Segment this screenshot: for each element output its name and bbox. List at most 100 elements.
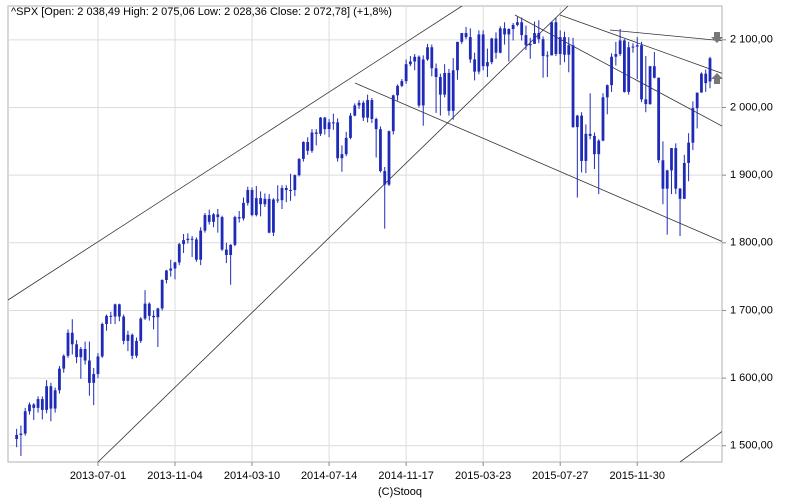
candle-body (409, 61, 412, 65)
candle-body (644, 99, 648, 105)
candle-body (336, 122, 340, 159)
candle-body (657, 77, 661, 161)
candle-body (503, 28, 506, 35)
candle-body (533, 33, 536, 44)
candle-body (49, 386, 53, 409)
y-tick-label: 2 000,00 (730, 101, 773, 113)
candle-body (366, 100, 369, 118)
candle-body (674, 148, 678, 189)
candle-body (704, 73, 708, 84)
candle-body (575, 115, 579, 128)
candle-body (105, 315, 108, 324)
candle-body (88, 360, 91, 383)
candle-body (259, 198, 262, 205)
candle-body (349, 115, 352, 138)
candle-body (511, 24, 515, 30)
candle-body (224, 249, 228, 255)
candle-body (464, 33, 468, 38)
candle-body (314, 132, 318, 134)
candle-body (558, 37, 562, 55)
candle-body (610, 56, 613, 86)
candle-body (165, 270, 168, 281)
candle-body (36, 399, 40, 408)
candle-body (147, 303, 151, 316)
candle-body (135, 340, 138, 356)
candle-body (631, 46, 635, 48)
candle-body (216, 214, 220, 218)
chart-title: ^SPX [Open: 2 038,49 High: 2 075,06 Low:… (11, 6, 392, 18)
y-tick-label: 1 800,00 (730, 237, 773, 249)
candle-body (199, 230, 203, 260)
candle-body (109, 315, 113, 317)
candle-body (331, 122, 335, 124)
candle-body (284, 187, 288, 191)
y-tick-label: 1 700,00 (730, 304, 773, 316)
candle-body (70, 332, 74, 345)
candle-body (233, 217, 237, 245)
x-tick-label: 2015-07-27 (532, 470, 588, 482)
trend-line (679, 430, 722, 462)
candle-body (661, 160, 665, 189)
candle-body (490, 38, 494, 63)
candle-body (289, 190, 292, 192)
candle-body (100, 323, 104, 357)
candle-body (430, 47, 434, 69)
plot-area (7, 5, 723, 463)
candle-body (306, 141, 310, 151)
candle-body (396, 85, 399, 96)
candle-body (15, 434, 19, 439)
candle-body (460, 33, 464, 42)
candle-body (267, 198, 271, 233)
candle-body (246, 190, 250, 203)
candle-body (426, 47, 429, 60)
candle-body (567, 45, 571, 55)
candle-body (242, 202, 245, 219)
y-tick-label: 1 900,00 (730, 169, 773, 181)
candle-body (297, 158, 301, 176)
candle-body (618, 40, 622, 55)
candle-body (203, 215, 207, 231)
candle-body (28, 404, 31, 412)
candle-body (486, 62, 489, 67)
candle-body (524, 35, 528, 46)
candle-body (614, 54, 618, 57)
candle-body (421, 59, 425, 106)
candle-body (374, 118, 378, 130)
y-tick-label: 2 100,00 (730, 34, 773, 46)
candle-body (477, 34, 481, 72)
candle-body (447, 72, 451, 111)
candle-body (691, 108, 695, 143)
candle-body (340, 154, 344, 159)
candle-body (545, 55, 549, 57)
x-tick-label: 2014-03-10 (224, 470, 280, 482)
candle-body (122, 316, 126, 341)
candle-body (75, 344, 78, 358)
candle-body (601, 97, 605, 141)
candle-body (310, 132, 314, 151)
candle-body (537, 33, 541, 40)
candle-body (220, 217, 224, 250)
candle-body (254, 198, 258, 216)
candle-body (53, 390, 57, 409)
candle-body (280, 187, 284, 201)
candle-body (383, 171, 387, 185)
candle-body (571, 45, 575, 128)
candle-body (207, 215, 211, 222)
candle-body (186, 238, 190, 241)
candle-body (323, 117, 327, 130)
candle-body (468, 37, 472, 60)
candle-body (417, 56, 421, 106)
candle-body (250, 190, 254, 216)
candle-body (695, 92, 699, 109)
candle-body (276, 199, 280, 201)
candle-body (117, 304, 121, 317)
candle-body (379, 129, 382, 172)
candle-body (682, 162, 686, 199)
candle-body (687, 142, 690, 163)
candle-body (481, 34, 485, 67)
candle-body (156, 308, 160, 318)
candle-body (507, 29, 511, 35)
candle-body (498, 28, 502, 53)
candle-body (143, 303, 147, 319)
